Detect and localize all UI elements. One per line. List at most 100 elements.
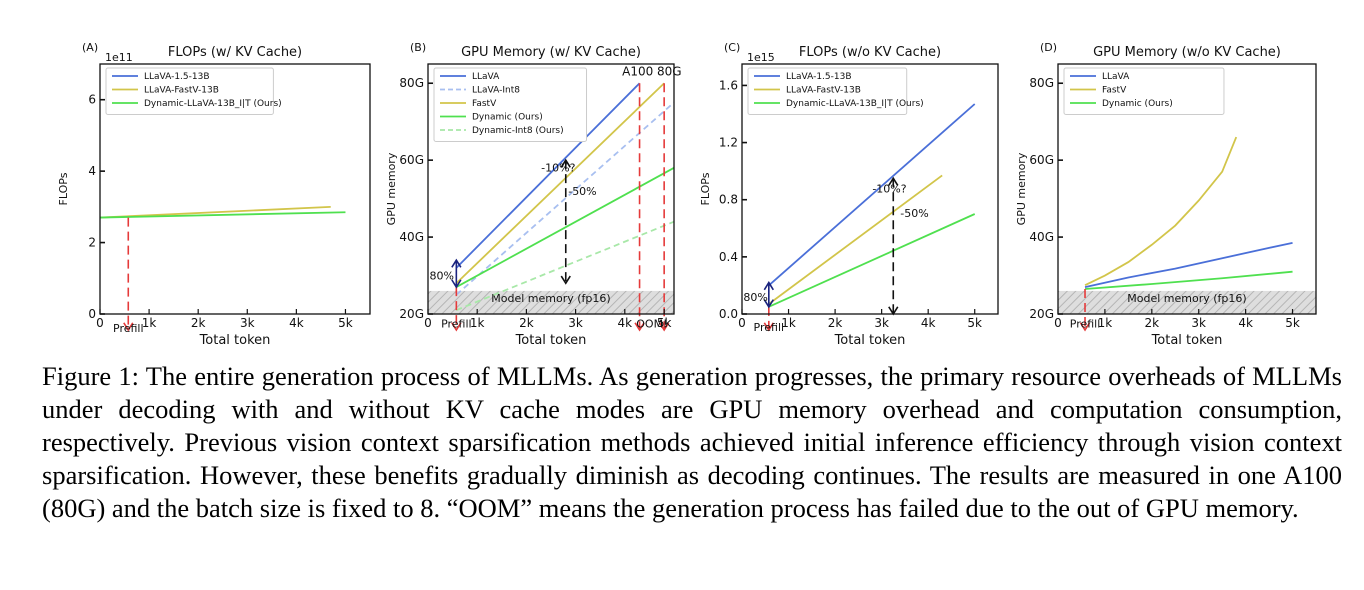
panel-title: GPU Memory (w/ KV Cache) [461, 45, 641, 60]
annotation-4: -10%? [541, 162, 575, 175]
legend-label-1: LLaVA-1.5-13B [144, 72, 210, 82]
panel-letter: (B) [410, 41, 426, 54]
x-axis-label: Total token [199, 333, 271, 348]
panel-title: FLOPs (w/o KV Cache) [799, 45, 941, 60]
legend-box [1063, 67, 1225, 115]
series-line-2 [768, 174, 943, 305]
y-tick-label-1: 0.0 [719, 307, 738, 321]
model-memory-band [1058, 290, 1316, 314]
marker-vline-arrowhead-1 [763, 322, 774, 332]
marker-vline-arrowhead-1 [123, 322, 134, 332]
x-tick-label-2: 1k [142, 316, 157, 330]
legend-label-1: LLaVA [472, 72, 500, 82]
model-memory-label: Model memory (fp16) [1127, 292, 1246, 305]
chart-panel-1: 0 1k 2k 3k 4k 5k 0 2 4 6 (A) FLOPs (w/ KV Cache) 1e1… [57, 41, 371, 348]
x-tick-label-1: 0 [96, 316, 104, 330]
x-tick-label-6: 5k [338, 316, 353, 330]
panel-letter: (A) [82, 41, 98, 54]
marker-vline-arrowhead-1 [451, 322, 462, 332]
x-tick-label-4: 3k [568, 316, 583, 330]
annotation-3: -50% [900, 207, 928, 220]
x-tick-label-5: 4k [1238, 316, 1253, 330]
marker-vline-arrowhead-3 [658, 322, 670, 332]
reduction-arrowhead-top-2 [560, 158, 571, 168]
reduction-arrowhead-bottom-1 [763, 299, 774, 309]
series-line-1 [1084, 241, 1293, 288]
legend-label-3: FastV [472, 99, 497, 109]
legend: LLaVA FastV Dynamic (Ours) [1063, 67, 1225, 115]
marker-vline-arrowhead-1 [1079, 322, 1091, 332]
offset-label: 1e11 [105, 51, 133, 64]
y-tick-label-1: 0 [88, 307, 96, 321]
series-line-3 [455, 82, 665, 284]
panel-title: GPU Memory (w/o KV Cache) [1093, 45, 1281, 60]
x-tick-label-6: 5k [657, 316, 672, 330]
annotation-1: Prefill [113, 322, 144, 335]
figure-panels: 0 1k 2k 3k 4k 5k 0 2 4 6 (A) FLOPs (w/ KV Cache) 1e1… [57, 41, 1317, 348]
annotation-6: 80% [429, 269, 453, 282]
x-axis-label: Total token [1151, 333, 1223, 348]
y-tick-label-1: 20G [399, 307, 424, 321]
annotation-5: -50% [568, 185, 596, 198]
legend-label-5: Dynamic-Int8 (Ours) [472, 126, 564, 136]
x-tick-label-4: 3k [240, 316, 255, 330]
series-line-5 [456, 220, 674, 311]
annotation-2: OOM! [636, 317, 667, 330]
annotation-1: Prefill [1070, 317, 1101, 330]
reduction-arrowhead-bottom-2 [560, 275, 571, 285]
reduction-arrowhead-bottom-1 [451, 279, 462, 289]
x-tick-label-4: 3k [1191, 316, 1206, 330]
x-tick-label-3: 2k [519, 316, 534, 330]
annotation-2: -10%? [872, 183, 906, 196]
series-line-1 [455, 82, 641, 269]
y-tick-label-4: 1.2 [719, 136, 738, 150]
x-tick-label-4: 3k [874, 316, 889, 330]
legend-box [747, 67, 908, 115]
series-line-2 [1084, 136, 1238, 286]
y-tick-label-2: 2 [88, 236, 96, 250]
x-tick-label-3: 2k [828, 316, 843, 330]
x-tick-label-1: 0 [424, 316, 432, 330]
y-tick-label-2: 0.4 [719, 250, 738, 264]
y-tick-label-3: 60G [399, 153, 424, 167]
legend-label-2: FastV [1102, 86, 1127, 96]
panel-letter: (C) [724, 41, 740, 54]
y-tick-label-4: 80G [1029, 76, 1054, 90]
y-axis-label: FLOPs [699, 172, 712, 205]
figure-svg: 0 1k 2k 3k 4k 5k 0 2 4 6 (A) FLOPs (w/ KV Cache) 1e1… [57, 41, 1317, 348]
legend-label-4: Dynamic (Ours) [472, 113, 543, 123]
series-line-3 [100, 211, 346, 219]
annotation-4: 80% [743, 291, 767, 304]
panel-title: FLOPs (w/ KV Cache) [168, 45, 302, 60]
x-tick-label-6: 5k [967, 316, 982, 330]
x-tick-label-2: 1k [470, 316, 485, 330]
legend-label-1: LLaVA-1.5-13B [786, 72, 852, 82]
x-tick-label-6: 5k [1285, 316, 1300, 330]
legend-label-2: LLaVA-Int8 [472, 86, 520, 96]
series-line-2 [455, 101, 674, 296]
x-axis-label: Total token [515, 333, 587, 348]
y-tick-label-3: 0.8 [719, 193, 738, 207]
plot-frame [427, 63, 675, 315]
figure-caption: Figure 1: The entire generation process … [42, 361, 1342, 523]
chart-panel-3: 0 1k 2k 3k 4k 5k 0.0 0.4 0.8 1.2 1.6 (C) FLOPs (w/o … [699, 41, 999, 348]
x-tick-label-1: 0 [1054, 316, 1062, 330]
y-tick-label-2: 40G [1029, 230, 1054, 244]
model-memory-label: Model memory (fp16) [491, 292, 610, 305]
y-tick-label-5: 1.6 [719, 78, 738, 92]
series-line-3 [1084, 270, 1293, 290]
reduction-arrowhead-top-1 [763, 281, 774, 291]
x-tick-label-1: 0 [738, 316, 746, 330]
y-tick-label-1: 20G [1029, 307, 1054, 321]
plot-frame [99, 63, 371, 315]
legend: LLaVA-1.5-13B LLaVA-FastV-13B Dynamic-LLaV… [105, 67, 282, 115]
x-tick-label-2: 1k [1098, 316, 1113, 330]
x-tick-label-2: 1k [781, 316, 796, 330]
y-tick-label-3: 4 [88, 164, 96, 178]
legend-label-3: Dynamic-LLaVA-13B_I|T (Ours) [786, 99, 924, 109]
legend-label-3: Dynamic-LLaVA-13B_I|T (Ours) [144, 99, 282, 109]
legend-box [105, 67, 274, 115]
chart-panel-2: Model memory (fp16) 0 1k 2k 3k 4k 5k 20G 40G 60G 8… [385, 41, 682, 348]
x-tick-label-3: 2k [1145, 316, 1160, 330]
series-line-1 [768, 103, 976, 287]
